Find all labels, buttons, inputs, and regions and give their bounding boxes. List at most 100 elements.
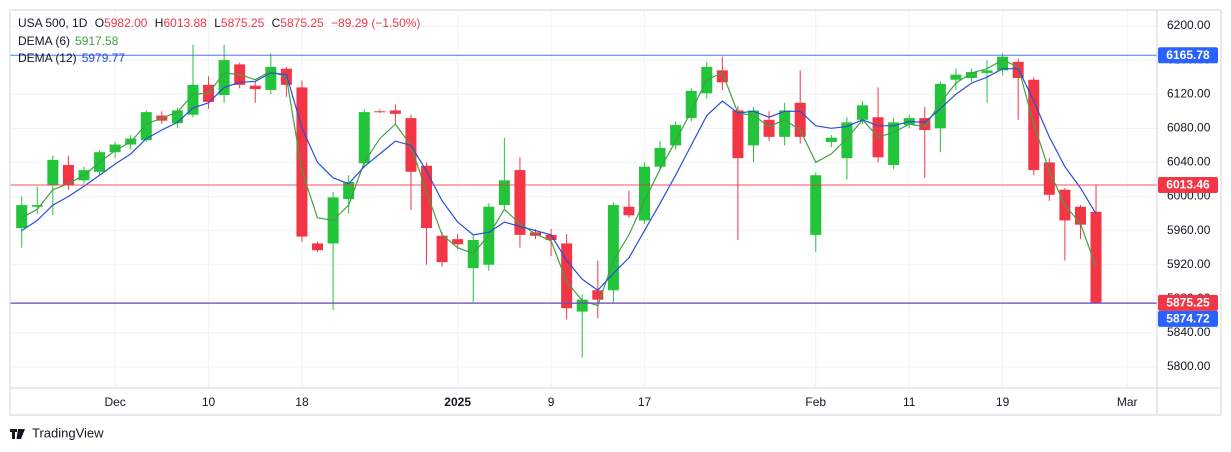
candle-body <box>1043 162 1055 195</box>
candle-body <box>732 110 744 159</box>
candle-body <box>654 147 666 167</box>
y-tick-label: 6200.00 <box>1167 18 1211 32</box>
candle-body <box>950 74 962 80</box>
close-value: 5875.25 <box>280 16 324 30</box>
x-tick-label: 10 <box>202 395 216 409</box>
x-tick-label: Dec <box>104 395 125 409</box>
y-tick-label: 5800.00 <box>1167 359 1211 373</box>
y-tick-label: 6120.00 <box>1167 86 1211 100</box>
candle-body <box>31 205 43 207</box>
x-tick-label: 9 <box>548 395 555 409</box>
candle-body <box>16 205 28 229</box>
open-label: O <box>95 16 104 30</box>
candle-body <box>47 159 59 186</box>
candle-body <box>639 166 650 221</box>
candle-body <box>389 110 401 114</box>
legend-value: 5979.77 <box>82 51 126 65</box>
candle-body <box>218 60 230 96</box>
candle-body <box>888 122 900 165</box>
candle-body <box>545 234 557 241</box>
y-tick-label: 6040.00 <box>1167 155 1211 169</box>
candle-body <box>140 112 152 141</box>
candle-body <box>810 175 822 235</box>
y-tick-label: 5920.00 <box>1167 257 1211 271</box>
low-label: L <box>214 16 221 30</box>
candle-body <box>374 111 386 113</box>
plot-layer <box>10 44 1157 358</box>
candle-body <box>358 112 370 164</box>
candle-body <box>685 90 697 119</box>
candle-body <box>856 105 868 120</box>
candle-body <box>296 87 308 237</box>
candle-body <box>841 122 853 159</box>
candle-body <box>1090 211 1102 303</box>
legend-name: DEMA (12) <box>18 51 77 65</box>
open-value: 5982.00 <box>104 16 148 30</box>
candle-body <box>171 110 183 124</box>
candle-body <box>779 110 791 137</box>
candle-body <box>670 124 682 146</box>
symbol: USA 500, 1D <box>18 16 88 30</box>
close-label: C <box>272 16 281 30</box>
price-label: 5875.25 <box>1166 296 1210 310</box>
price-label: 6013.46 <box>1166 178 1210 192</box>
candle-body <box>763 119 775 137</box>
legend-value: 5917.58 <box>75 34 119 48</box>
grid-layer <box>10 10 1157 388</box>
candle-body <box>592 290 604 300</box>
price-label: 5874.72 <box>1166 312 1210 326</box>
candle-body <box>109 144 121 153</box>
y-tick-label: 6080.00 <box>1167 120 1211 134</box>
candle-body <box>249 85 261 90</box>
candle-body <box>452 239 464 245</box>
candle-body <box>421 165 433 229</box>
dema-line <box>21 59 1097 307</box>
candle-body <box>187 84 199 115</box>
candle-body <box>561 243 573 309</box>
candle-body <box>514 170 526 235</box>
candle-body <box>62 164 74 186</box>
legend: DEMA (6) 5917.58 DEMA (12) 5979.77 <box>18 34 125 65</box>
x-tick-label: Feb <box>805 395 826 409</box>
x-tick-label: 2025 <box>444 395 471 409</box>
legend-entry: DEMA (12) 5979.77 <box>18 51 125 65</box>
candle-body <box>607 205 619 291</box>
candle-body <box>498 180 510 206</box>
dema-line <box>21 68 1097 292</box>
brand-logo: TradingView <box>10 425 104 440</box>
candle-body <box>965 72 977 79</box>
header: USA 500, 1D O5982.00 H6013.88 L5875.25 C… <box>18 16 420 30</box>
logo-icon <box>10 429 25 439</box>
legend-name: DEMA (6) <box>18 34 70 48</box>
candle-body <box>1074 206 1086 225</box>
candle-body <box>794 102 806 137</box>
axis-layer: 5800.005840.005880.005920.005960.006000.… <box>104 18 1218 409</box>
candle-body <box>623 206 635 216</box>
x-tick-label: Mar <box>1117 395 1138 409</box>
price-label-box <box>1158 294 1218 311</box>
candle-body <box>934 83 946 129</box>
price-label-box <box>1158 310 1218 327</box>
candle-body <box>825 137 837 142</box>
y-tick-label: 5840.00 <box>1167 325 1211 339</box>
high-label: H <box>155 16 164 30</box>
x-tick-label: 18 <box>295 395 309 409</box>
change: −89.29 (−1.50%) <box>331 16 420 30</box>
legend-entry: DEMA (6) 5917.58 <box>18 34 119 48</box>
candle-body <box>312 243 324 251</box>
candle-body <box>436 235 448 263</box>
candle-body <box>919 118 931 131</box>
candle-body <box>981 70 993 73</box>
candle-body <box>343 182 355 200</box>
candle-body <box>747 110 759 146</box>
y-tick-label: 5960.00 <box>1167 223 1211 237</box>
low-value: 5875.25 <box>221 16 265 30</box>
x-tick-label: 11 <box>903 395 916 409</box>
candle-body <box>265 66 277 90</box>
high-value: 6013.88 <box>163 16 207 30</box>
price-label-box <box>1158 47 1218 64</box>
x-tick-label: 19 <box>996 395 1010 409</box>
candle-body <box>716 70 728 83</box>
candle-body <box>576 299 588 312</box>
